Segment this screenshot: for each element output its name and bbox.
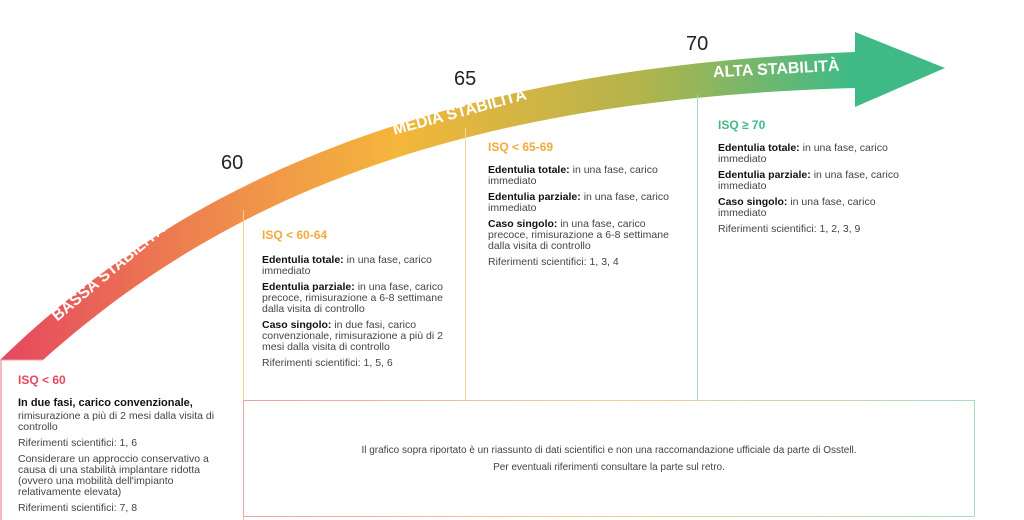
item-bold: Edentulia parziale: bbox=[718, 169, 811, 181]
item-bold: Edentulia totale: bbox=[718, 142, 800, 154]
item-text: rimisurazione a più di 2 mesi dalla visi… bbox=[18, 410, 215, 433]
item-text: in una fase, carico precoce, rimisurazio… bbox=[262, 281, 443, 315]
item-text: in una fase, carico immediato bbox=[488, 191, 669, 214]
arrow-band bbox=[0, 32, 945, 360]
item-bold: Edentulia totale: bbox=[262, 254, 344, 266]
references: Riferimenti scientifici: 1, 5, 6 bbox=[262, 357, 393, 369]
item-text: in due fasi, carico convenzionale, rimis… bbox=[262, 319, 443, 353]
disclaimer-line-2: Per eventuali riferimenti consultare la … bbox=[493, 461, 725, 473]
marker-70: 70 bbox=[686, 33, 709, 55]
column-title: ISQ < 60-64 bbox=[262, 228, 328, 242]
references: Riferimenti scientifici: 1, 3, 4 bbox=[488, 256, 619, 268]
disclaimer-box: Il grafico sopra riportato è un riassunt… bbox=[243, 400, 975, 517]
column-isq-70-plus: ISQ ≥ 70 Edentulia totale: in una fase, … bbox=[718, 118, 918, 240]
divider-65 bbox=[465, 128, 466, 400]
item-bold: Edentulia parziale: bbox=[262, 281, 355, 293]
item-text: in una fase, carico immediato bbox=[488, 164, 658, 187]
item-text: in una fase, carico immediato bbox=[718, 196, 876, 219]
item-text: in una fase, carico immediato bbox=[262, 254, 432, 277]
marker-60: 60 bbox=[221, 152, 244, 174]
item-bold: Edentulia totale: bbox=[488, 164, 570, 176]
marker-65: 65 bbox=[454, 68, 477, 90]
column-title: ISQ ≥ 70 bbox=[718, 118, 766, 132]
item-bold: Caso singolo: bbox=[488, 218, 558, 230]
references: Riferimenti scientifici: 1, 2, 3, 9 bbox=[718, 223, 861, 235]
item-text: in una fase, carico precoce, rimisurazio… bbox=[488, 218, 669, 252]
column-isq-below-60: ISQ < 60 In due fasi, carico convenziona… bbox=[18, 373, 238, 519]
item-bold: In due fasi, carico convenzionale, bbox=[18, 397, 193, 409]
column-title: ISQ < 65-69 bbox=[488, 140, 554, 154]
item-bold: Caso singolo: bbox=[262, 319, 332, 331]
column-title: ISQ < 60 bbox=[18, 373, 66, 387]
divider-60 bbox=[243, 210, 244, 520]
item-text: in una fase, carico immediato bbox=[718, 142, 888, 165]
item-text: in una fase, carico immediato bbox=[718, 169, 899, 192]
references: Riferimenti scientifici: 1, 6 bbox=[18, 437, 138, 449]
column-isq-65-69: ISQ < 65-69 Edentulia totale: in una fas… bbox=[488, 140, 688, 273]
disclaimer-line-1: Il grafico sopra riportato è un riassunt… bbox=[361, 444, 857, 456]
column-isq-60-64: ISQ < 60-64 Edentulia totale: in una fas… bbox=[262, 228, 457, 374]
item-bold: Edentulia parziale: bbox=[488, 191, 581, 203]
divider-70 bbox=[697, 95, 698, 400]
item-text: Considerare un approccio conservativo a … bbox=[18, 453, 209, 498]
item-bold: Caso singolo: bbox=[718, 196, 788, 208]
references: Riferimenti scientifici: 7, 8 bbox=[18, 502, 138, 514]
